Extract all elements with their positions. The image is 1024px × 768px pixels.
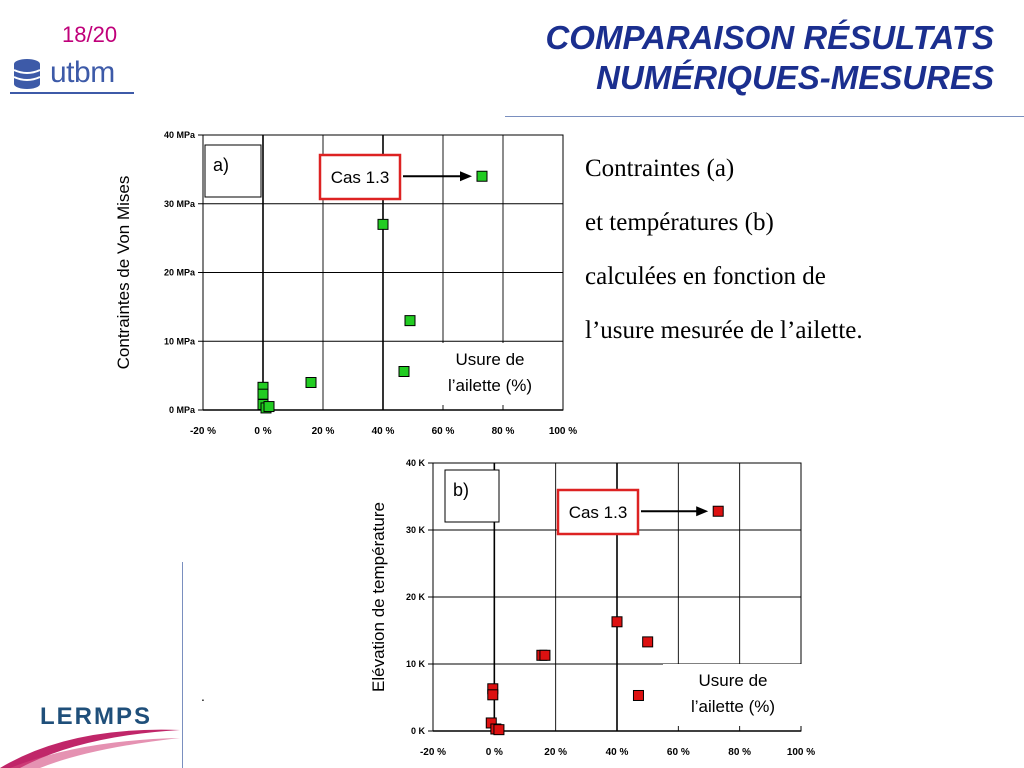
x-tick-label: 40 % [372,426,395,437]
y-tick-label: 10 K [406,659,426,669]
utbm-logo-icon [13,59,41,89]
utbm-logo-underline [10,92,134,94]
x-axis-label: Usure de [699,671,768,690]
x-axis-label: l’ailette (%) [448,376,532,395]
chart-temperature: -20 % 0 % 20 % 40 % 60 % 80 % 100 % 0 K 10 K 20 K… [369,458,815,758]
x-tick-label: 0 % [486,747,503,758]
description-line: et températures (b) [585,209,774,236]
y-axis-label: Elévation de température [369,502,388,692]
slide-title: COMPARAISON RÉSULTATS NUMÉRIQUES-MESURES [545,18,994,98]
panel-label-box [444,469,500,523]
y-tick-label: 30 MPa [164,199,196,209]
panel-label-box [204,144,262,198]
x-axis-label: Usure de [456,350,525,369]
x-tick-label: 20 % [544,747,567,758]
title-line-1: COMPARAISON RÉSULTATS [545,19,994,56]
x-tick-label: 60 % [667,747,690,758]
callout-label: Cas 1.3 [331,168,390,187]
x-tick-label: 40 % [606,747,629,758]
y-tick-label: 0 MPa [169,405,196,415]
callout-box [556,488,640,536]
data-point [263,401,275,413]
x-tick-label: 80 % [492,426,515,437]
callout-box [318,153,402,201]
x-tick-label: 100 % [549,426,577,437]
y-axis-label: Contraintes de Von Mises [115,176,133,370]
data-point [632,689,644,701]
footer-divider [182,562,183,768]
xlabel-box [663,664,803,726]
x-tick-label: -20 % [190,426,216,437]
x-tick-label: 0 % [254,426,271,437]
data-point [305,377,317,388]
y-tick-label: 10 MPa [164,336,196,346]
data-point [539,649,551,661]
description-line: calculées en fonction de [585,263,826,290]
x-tick-label: 20 % [312,426,335,437]
xlabel-box [420,343,560,405]
x-tick-label: 80 % [728,747,751,758]
data-point [377,218,389,230]
page-number: 18/20 [62,22,118,47]
title-divider [505,116,1024,117]
chart-stress: -20 % 0 % 20 % 40 % 60 % 80 % 100 % 0 MPa 10 MPa… [115,130,577,437]
plot-frame [432,462,802,732]
stray-dot: . [201,688,205,704]
data-point [642,636,654,648]
title-line-2: NUMÉRIQUES-MESURES [596,59,994,96]
lermps-logo-text: LERMPS [40,703,152,730]
y-tick-label: 40 K [406,458,426,468]
callout-arrowhead [696,506,709,517]
data-point [487,689,499,701]
slide-description: Contraintes (a) et températures (b) calc… [585,142,863,358]
data-point [398,366,410,377]
panel-label: b) [453,480,469,500]
panel-label: a) [213,155,229,175]
lermps-logo-icon: LERMPS [0,703,180,768]
x-tick-label: -20 % [420,747,446,758]
y-tick-label: 20 MPa [164,268,196,278]
data-point [476,170,488,182]
x-axis-label: l’ailette (%) [691,697,775,716]
y-tick-label: 20 K [406,592,426,602]
data-point [493,724,505,736]
utbm-logo-text: utbm [50,56,115,89]
description-line: l’usure mesurée de l’ailette. [585,317,863,344]
y-tick-label: 40 MPa [164,130,196,140]
data-point [712,505,724,517]
description-line: Contraintes (a) [585,155,735,182]
plot-frame [202,134,564,411]
data-point [257,388,269,400]
x-tick-label: 100 % [787,747,815,758]
data-point [404,315,416,327]
callout-arrowhead [460,171,472,182]
x-tick-label: 60 % [432,426,455,437]
data-point [611,616,623,628]
y-tick-label: 0 K [411,726,426,736]
y-tick-label: 30 K [406,525,426,535]
callout-label: Cas 1.3 [569,503,628,522]
